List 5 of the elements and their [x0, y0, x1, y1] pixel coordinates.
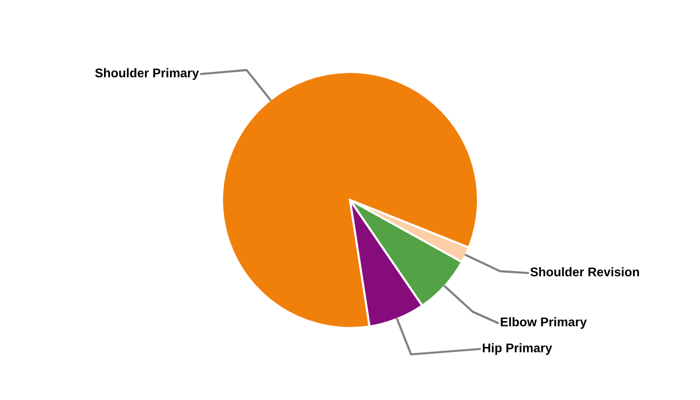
- slice-label: Shoulder Revision: [530, 267, 639, 276]
- slice-label: Shoulder Primary: [95, 68, 199, 80]
- slice-label: Hip Primary: [482, 343, 552, 355]
- pie-slice: [220, 70, 480, 330]
- slice-label: Elbow Primary: [500, 317, 587, 329]
